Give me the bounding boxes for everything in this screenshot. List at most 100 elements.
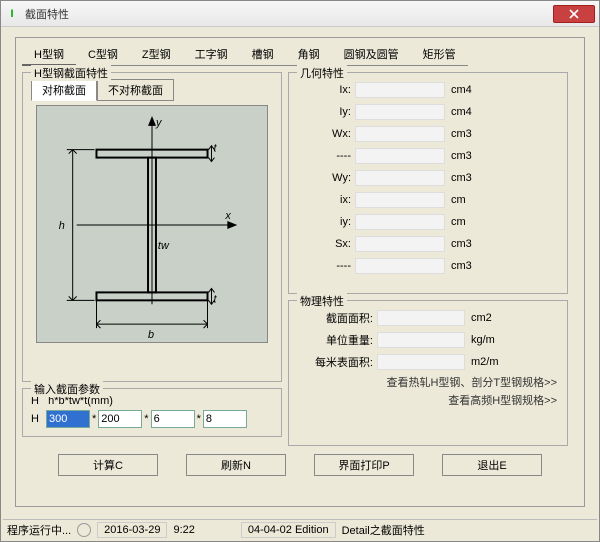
geo-label: ---- [297, 260, 355, 272]
sep3: * [197, 413, 201, 425]
phys-label: 截面面积: [297, 310, 377, 326]
phys-label: 单位重量: [297, 332, 377, 348]
geo-value [355, 214, 445, 230]
input-h[interactable] [46, 410, 90, 428]
sep1: * [92, 413, 96, 425]
geo-value [355, 126, 445, 142]
app-icon: I [5, 7, 19, 21]
tab-i[interactable]: 工字钢 [183, 44, 240, 66]
geo-value [355, 170, 445, 186]
clock-icon [77, 523, 91, 537]
geo-value [355, 258, 445, 274]
params-fieldset: 输入截面参数 H h*b*tw*t(mm) H * * * [22, 388, 282, 437]
geo-unit: cm4 [451, 84, 491, 96]
phys-fieldset: 物理特性 截面面积:cm2单位重量:kg/m每米表面积:m2/m 查看热轧H型钢… [288, 300, 568, 446]
link-hotrolled[interactable]: 查看热轧H型钢、剖分T型钢规格>> [297, 373, 559, 391]
h-beam-svg: y x h [37, 106, 267, 342]
geo-unit: cm4 [451, 106, 491, 118]
geo-value [355, 192, 445, 208]
phys-label: 每米表面积: [297, 354, 377, 370]
geo-label: Wx: [297, 128, 355, 140]
geo-unit: cm3 [451, 150, 491, 162]
tab-round[interactable]: 圆钢及圆管 [332, 44, 411, 66]
phys-row: 单位重量: kg/m [297, 329, 559, 351]
content-panel: H型钢 C型钢 Z型钢 工字钢 槽钢 角钢 圆钢及圆管 矩形管 H型钢截面特性 … [15, 37, 585, 507]
phys-legend: 物理特性 [297, 293, 347, 309]
phys-value [377, 354, 465, 370]
phys-value [377, 310, 465, 326]
calc-button[interactable]: 计算C [58, 454, 158, 476]
geo-unit: cm3 [451, 172, 491, 184]
params-legend: 输入截面参数 [31, 381, 103, 397]
geo-label: Ix: [297, 84, 355, 96]
titlebar: I 截面特性 [1, 1, 599, 27]
geo-label: ix: [297, 194, 355, 206]
geo-label: ---- [297, 150, 355, 162]
input-tw[interactable] [151, 410, 195, 428]
geo-unit: cm3 [451, 260, 491, 272]
geo-unit: cm3 [451, 128, 491, 140]
window-title: 截面特性 [25, 6, 553, 22]
link-highfreq[interactable]: 查看高频H型钢规格>> [297, 391, 559, 409]
tab-angle[interactable]: 角钢 [286, 44, 332, 66]
geo-row: ix:cm [297, 189, 559, 211]
sep2: * [144, 413, 148, 425]
params-input-row: H * * * [31, 410, 273, 428]
geo-legend: 几何特性 [297, 65, 347, 81]
geo-label: iy: [297, 216, 355, 228]
label-h: h [59, 220, 65, 232]
section-legend: H型钢截面特性 [31, 65, 111, 81]
param-prefix: H [31, 413, 39, 425]
main-window: I 截面特性 H型钢 C型钢 Z型钢 工字钢 槽钢 角钢 圆钢及圆管 矩形管 H… [0, 0, 600, 542]
close-button[interactable] [553, 5, 595, 23]
geo-label: Wy: [297, 172, 355, 184]
statusbar: 程序运行中... 2016-03-29 9:22 04-04-02 Editio… [3, 519, 597, 539]
tab-h[interactable]: H型钢 [22, 44, 76, 66]
status-running: 程序运行中... [7, 522, 71, 538]
label-tw: tw [158, 240, 170, 252]
status-edition: 04-04-02 Edition [241, 522, 336, 538]
geo-value [355, 236, 445, 252]
buttons-row: 计算C 刷新N 界面打印P 退出E [22, 454, 578, 476]
phys-row: 截面面积: cm2 [297, 307, 559, 329]
tab-c[interactable]: C型钢 [76, 44, 130, 66]
geo-fieldset: 几何特性 Ix:cm4Iy:cm4Wx:cm3----cm3Wy:cm3ix:c… [288, 72, 568, 294]
label-b: b [148, 329, 154, 341]
geo-unit: cm3 [451, 238, 491, 250]
geo-row: Sx: cm3 [297, 233, 559, 255]
subtab-asymm[interactable]: 不对称截面 [97, 79, 174, 101]
left-column: H型钢截面特性 对称截面 不对称截面 y x [22, 70, 282, 446]
phys-row: 每米表面积:m2/m [297, 351, 559, 373]
subtab-symm[interactable]: 对称截面 [31, 79, 97, 101]
geo-row: ---- cm3 [297, 145, 559, 167]
print-button[interactable]: 界面打印P [314, 454, 414, 476]
input-t[interactable] [203, 410, 247, 428]
exit-button[interactable]: 退出E [442, 454, 542, 476]
phys-unit: cm2 [471, 312, 511, 324]
input-b[interactable] [98, 410, 142, 428]
geo-row: Iy: cm4 [297, 101, 559, 123]
label-t-bot: t [213, 293, 217, 305]
geo-row: iy: cm [297, 211, 559, 233]
tab-rect[interactable]: 矩形管 [411, 44, 468, 66]
geo-value [355, 148, 445, 164]
geo-label: Sx: [297, 238, 355, 250]
status-date: 2016-03-29 [97, 522, 167, 538]
close-icon [569, 9, 579, 19]
phys-unit: kg/m [471, 334, 511, 346]
subtabs: 对称截面 不对称截面 [31, 79, 273, 101]
status-time: 9:22 [173, 524, 194, 536]
main-row: H型钢截面特性 对称截面 不对称截面 y x [22, 70, 578, 446]
geo-value [355, 82, 445, 98]
phys-value [377, 332, 465, 348]
geo-row: ---- cm3 [297, 255, 559, 277]
geo-unit: cm [451, 216, 491, 228]
section-diagram: y x h [36, 105, 268, 343]
refresh-button[interactable]: 刷新N [186, 454, 286, 476]
label-y: y [155, 117, 162, 129]
right-column: 几何特性 Ix:cm4Iy:cm4Wx:cm3----cm3Wy:cm3ix:c… [288, 70, 568, 446]
tab-z[interactable]: Z型钢 [130, 44, 183, 66]
geo-row: Ix: cm4 [297, 79, 559, 101]
tab-channel[interactable]: 槽钢 [240, 44, 286, 66]
geo-label: Iy: [297, 106, 355, 118]
